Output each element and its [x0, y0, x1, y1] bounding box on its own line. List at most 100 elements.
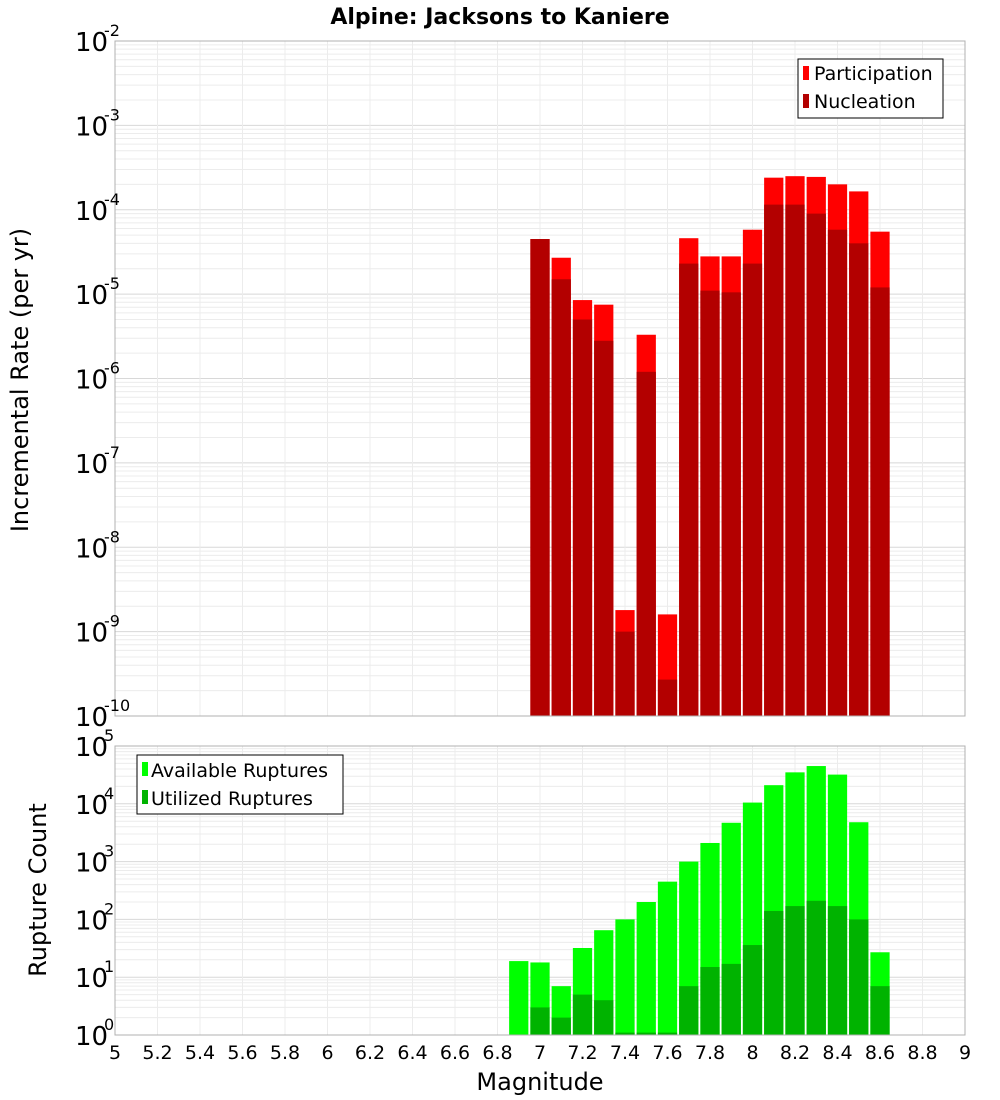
- bar-nucleation-4: [615, 631, 635, 716]
- x-tick-label: 8.6: [865, 1042, 895, 1064]
- legend-label-available: Available Ruptures: [151, 760, 328, 782]
- x-tick-label: 8.2: [780, 1042, 810, 1064]
- bar-nucleation-15: [849, 243, 869, 717]
- x-tick-label: 8.8: [907, 1042, 937, 1064]
- bar-utilized-ruptures-3: [572, 994, 593, 1035]
- bar-utilized-ruptures-6: [636, 1032, 656, 1035]
- x-tick-label: 7.4: [610, 1042, 640, 1064]
- bar-utilized-ruptures-4: [594, 1000, 614, 1035]
- y-tick-exponent: 0: [104, 1015, 114, 1034]
- y-tick-exponent: -5: [104, 274, 120, 293]
- bar-utilized-ruptures-11: [742, 945, 763, 1035]
- y-tick-label: 10: [75, 112, 108, 142]
- x-tick-label: 6.8: [482, 1042, 512, 1064]
- y-tick-label: 10: [75, 1022, 108, 1052]
- bar-nucleation-5: [636, 371, 656, 716]
- bar-utilized-ruptures-2: [551, 1017, 571, 1035]
- bar-available-ruptures-6: [636, 902, 656, 1035]
- y-tick-label: 10: [75, 791, 108, 821]
- y-tick-exponent: -2: [104, 21, 120, 40]
- x-tick-label: 5.2: [142, 1042, 172, 1064]
- bar-nucleation-9: [721, 292, 741, 716]
- x-tick-label: 6.2: [355, 1042, 385, 1064]
- top-plot-frame: [114, 40, 966, 717]
- legend-swatch-participation: [803, 66, 809, 80]
- y-tick-label: 10: [75, 450, 108, 480]
- y-tick-label: 10: [75, 906, 108, 936]
- bar-utilized-ruptures-7: [657, 1032, 678, 1035]
- top-bars: [530, 176, 890, 717]
- bar-nucleation-6: [657, 679, 678, 716]
- y-tick-exponent: 4: [104, 784, 114, 803]
- bottom-legend-box: [136, 754, 344, 815]
- x-tick-label: 6.4: [397, 1042, 427, 1064]
- bar-utilized-ruptures-17: [870, 986, 890, 1035]
- x-tick-label: 9: [959, 1042, 971, 1064]
- y-tick-label: 10: [75, 703, 108, 733]
- y-tick-exponent: -9: [104, 612, 120, 631]
- y-tick-exponent: 3: [104, 842, 114, 861]
- x-axis-label: Magnitude: [476, 1068, 603, 1096]
- chart-title: Alpine: Jacksons to Kaniere: [330, 5, 669, 30]
- x-tick-label: 5.8: [270, 1042, 300, 1064]
- x-tick-label: 8.4: [822, 1042, 852, 1064]
- y-tick-label: 10: [75, 28, 108, 58]
- y-tick-label: 10: [75, 619, 108, 649]
- legend-swatch-nucleation: [803, 94, 809, 108]
- bar-utilized-ruptures-14: [806, 900, 826, 1035]
- y-tick-exponent: -3: [104, 105, 120, 124]
- bar-utilized-ruptures-16: [849, 919, 869, 1035]
- x-tick-label: 6.6: [440, 1042, 470, 1064]
- bar-nucleation-14: [827, 229, 848, 717]
- y-tick-label: 10: [75, 197, 108, 227]
- x-tick-label: 5.6: [227, 1042, 257, 1064]
- y-tick-label: 10: [75, 534, 108, 564]
- legend-label-utilized: Utilized Ruptures: [151, 788, 313, 810]
- bar-available-ruptures-7: [657, 881, 678, 1035]
- bottom-legend: Available Ruptures Utilized Ruptures: [136, 754, 344, 815]
- bar-utilized-ruptures-15: [827, 906, 848, 1035]
- bar-nucleation-8: [700, 290, 720, 716]
- top-y-axis-label: Incremental Rate (per yr): [6, 228, 34, 532]
- legend-swatch-utilized: [142, 790, 148, 804]
- bar-available-ruptures-0: [509, 961, 529, 1035]
- y-tick-exponent: -4: [104, 190, 120, 209]
- bar-nucleation-13: [806, 213, 826, 717]
- y-tick-label: 10: [75, 964, 108, 994]
- bar-nucleation-10: [742, 263, 763, 716]
- bar-nucleation-16: [870, 287, 890, 716]
- y-tick-exponent: 5: [104, 726, 114, 745]
- y-tick-exponent: -10: [104, 696, 130, 715]
- bottom-bars: [509, 766, 890, 1035]
- x-tick-label: 5: [109, 1042, 121, 1064]
- bar-nucleation-7: [679, 263, 699, 716]
- x-tick-label: 7.6: [652, 1042, 682, 1064]
- bar-utilized-ruptures-12: [764, 910, 784, 1035]
- x-tick-label: 6: [321, 1042, 333, 1064]
- y-tick-label: 10: [75, 281, 108, 311]
- bar-utilized-ruptures-5: [615, 1032, 635, 1035]
- top-legend-box: [797, 58, 944, 119]
- y-tick-label: 10: [75, 733, 108, 763]
- bar-nucleation-3: [594, 340, 614, 716]
- x-tick-label: 7.2: [567, 1042, 597, 1064]
- y-tick-exponent: -8: [104, 527, 120, 546]
- x-tick-label: 7: [534, 1042, 546, 1064]
- legend-label-participation: Participation: [814, 63, 933, 85]
- y-tick-label: 10: [75, 366, 108, 396]
- y-tick-exponent: 1: [104, 957, 114, 976]
- y-tick-exponent: 2: [104, 899, 114, 918]
- y-tick-exponent: -6: [104, 359, 120, 378]
- legend-swatch-available: [142, 762, 148, 776]
- bar-nucleation-2: [572, 319, 593, 716]
- bar-available-ruptures-5: [615, 919, 635, 1035]
- x-tick-label: 5.4: [185, 1042, 215, 1064]
- y-tick-label: 10: [75, 849, 108, 879]
- top-legend: Participation Nucleation: [797, 58, 944, 119]
- bar-utilized-ruptures-1: [530, 1007, 550, 1035]
- bar-utilized-ruptures-10: [721, 963, 741, 1035]
- x-tick-label: 7.8: [695, 1042, 725, 1064]
- bar-utilized-ruptures-13: [785, 906, 805, 1035]
